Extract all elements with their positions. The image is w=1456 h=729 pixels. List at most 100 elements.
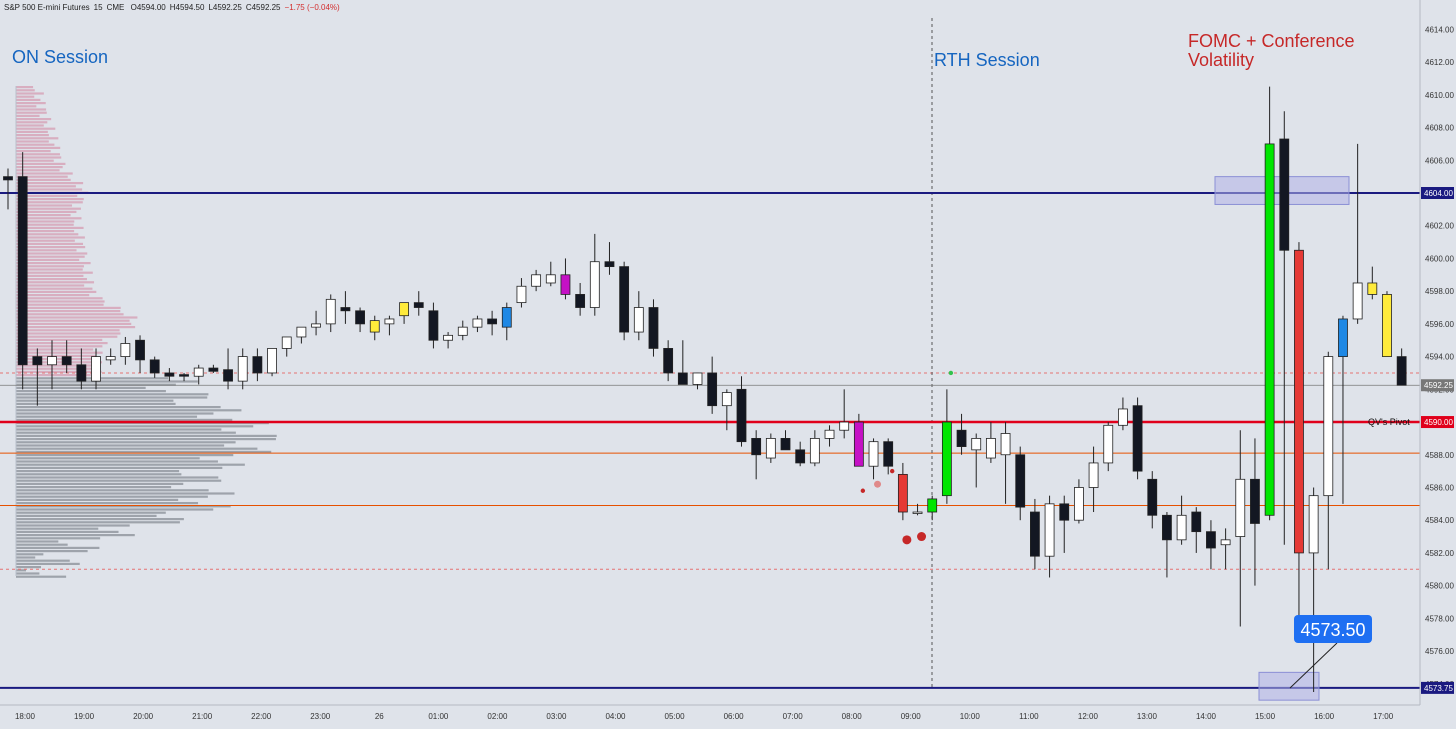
candle-body	[443, 334, 454, 341]
candle	[1396, 348, 1407, 386]
profile-bar	[16, 508, 214, 511]
profile-bar	[16, 463, 245, 466]
profile-bar	[16, 294, 90, 297]
candle	[1191, 507, 1202, 553]
candle	[325, 294, 336, 333]
on-session-label: ON Session	[12, 47, 108, 67]
profile-bar	[16, 313, 124, 316]
profile-bar	[16, 114, 40, 117]
profile-bar	[16, 534, 135, 537]
candle	[648, 299, 659, 357]
candle-body	[311, 323, 321, 328]
candle	[223, 348, 233, 390]
candle	[589, 233, 600, 316]
profile-bar	[16, 204, 73, 207]
profile-bar	[16, 351, 103, 354]
profile-bar	[16, 492, 235, 495]
candle-body	[355, 310, 365, 325]
candle-body	[325, 298, 336, 325]
profile-bar	[16, 105, 37, 108]
profile-bar	[16, 370, 102, 373]
candles	[3, 86, 1407, 692]
profile-bar	[16, 482, 184, 485]
profile-bar	[16, 86, 34, 89]
candle-body	[1382, 294, 1392, 358]
candle-body	[575, 294, 586, 308]
candle-body	[17, 176, 28, 366]
candle	[428, 302, 439, 349]
candle-body	[296, 326, 307, 338]
price-tag: 4573.75	[1424, 684, 1453, 693]
candle	[149, 356, 160, 378]
candle-body	[692, 372, 703, 385]
candle-body	[1338, 318, 1348, 357]
profile-bar	[16, 412, 214, 415]
candle-body	[428, 310, 439, 341]
signal-marker	[917, 532, 927, 542]
candle-body	[809, 437, 820, 464]
profile-bar	[16, 98, 41, 101]
candle	[721, 389, 732, 431]
candle	[1308, 487, 1319, 692]
profile-bar	[16, 390, 166, 393]
profile-bar	[16, 441, 236, 444]
candle	[91, 348, 101, 390]
profile-bar	[16, 236, 85, 239]
candle	[193, 364, 204, 385]
time-tick: 16:00	[1314, 712, 1335, 721]
candle-body	[912, 511, 923, 514]
candle	[1250, 438, 1260, 586]
candle	[399, 302, 409, 324]
candle-body	[883, 441, 894, 467]
candle-body	[164, 372, 175, 377]
candle	[985, 422, 996, 463]
profile-bar	[16, 556, 36, 559]
candle-body	[663, 348, 674, 374]
candle-body	[223, 369, 233, 382]
candle	[780, 430, 791, 451]
candle-body	[1191, 511, 1202, 533]
profile-bar	[16, 550, 88, 553]
candle	[311, 310, 321, 336]
price-tick: 4606.00	[1425, 156, 1454, 165]
candle	[135, 335, 145, 373]
candle-body	[105, 356, 116, 361]
price-tick: 4578.00	[1425, 614, 1454, 623]
time-tick: 20:00	[133, 712, 154, 721]
time-tick: 10:00	[960, 712, 981, 721]
candle	[883, 438, 894, 475]
candle-body	[1352, 282, 1363, 320]
candle	[237, 348, 248, 390]
candle	[956, 413, 967, 455]
candle-body	[531, 274, 542, 287]
candle	[457, 320, 468, 341]
candle-body	[457, 326, 468, 336]
profile-bar	[16, 495, 208, 498]
profile-bar	[16, 450, 272, 453]
time-tick: 23:00	[310, 712, 331, 721]
time-tick: 22:00	[251, 712, 272, 721]
profile-bar	[16, 246, 86, 249]
profile-bar	[16, 348, 94, 351]
price-tick: 4580.00	[1425, 582, 1454, 591]
callout-box	[1294, 615, 1372, 643]
candle-body	[985, 437, 996, 459]
symbol-name: S&P 500 E-mini Futures	[4, 3, 90, 12]
candle-body	[1118, 408, 1128, 426]
candle-body	[677, 372, 688, 385]
profile-bar	[16, 399, 174, 402]
candle-body	[1279, 138, 1290, 251]
candle-body	[267, 348, 277, 374]
candle	[487, 310, 498, 336]
candle-body	[868, 441, 879, 467]
profile-bar	[16, 342, 108, 345]
pivot-label: QV's Pivot	[1368, 417, 1410, 427]
markers	[860, 370, 954, 545]
price-tag-bg	[1421, 187, 1454, 199]
candle-body	[340, 307, 351, 312]
candle	[1088, 446, 1099, 513]
price-tick: 4598.00	[1425, 287, 1454, 296]
profile-bar	[16, 460, 218, 463]
